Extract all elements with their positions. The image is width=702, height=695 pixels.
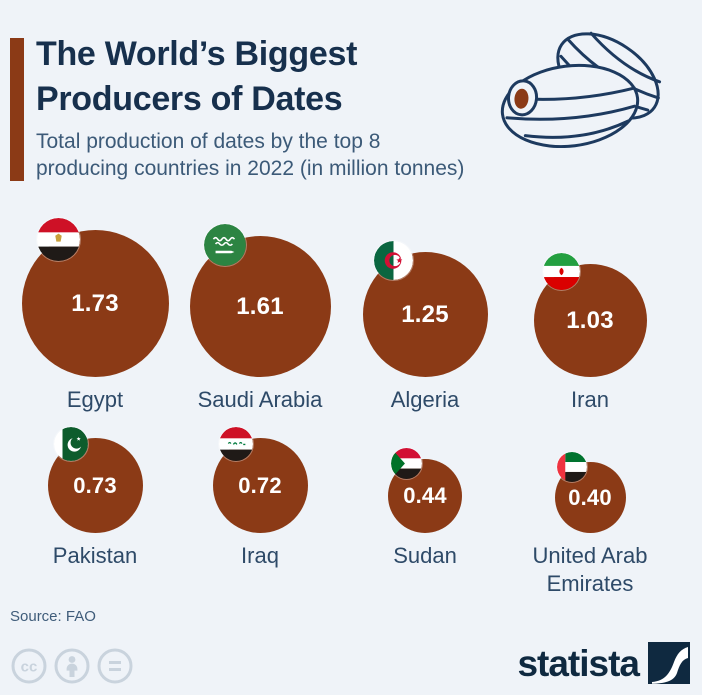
algeria-value: 1.25: [401, 300, 449, 328]
algeria-label: Algeria: [390, 387, 460, 412]
sudan-flag-icon: [391, 448, 422, 479]
iran-flag-icon: [543, 253, 580, 290]
cc-license-icons[interactable]: cc: [10, 646, 142, 686]
cc-icon: [11, 648, 47, 684]
iran-label: Iran: [571, 387, 609, 412]
united-arab-emirates-value: 0.40: [568, 484, 612, 510]
subtitle-line-2: producing countries in 2022 (in million …: [36, 156, 465, 180]
pakistan-label: Pakistan: [52, 543, 138, 568]
pakistan-flag-icon: [54, 427, 88, 461]
statista-logo[interactable]: statista: [517, 642, 690, 684]
saudi-arabia-flag-icon: [204, 224, 246, 266]
chart-subtitle: Total production of dates by the top 8 p…: [36, 129, 464, 183]
iraq-circle: 0.72: [212, 438, 308, 533]
source-note: Source: FAO: [10, 608, 96, 625]
egypt-label: Egypt: [66, 387, 124, 412]
saudi-arabia-label: Saudi Arabia: [197, 387, 323, 412]
iraq-value: 0.72: [238, 472, 282, 498]
sudan-value: 0.44: [403, 483, 447, 508]
page-title: The World’s Biggest Producers of Dates: [36, 32, 357, 122]
sudan-circle: 0.44: [388, 459, 462, 533]
svg-text:cc: cc: [21, 659, 38, 676]
egypt-value: 1.73: [71, 289, 119, 317]
sudan-label: Sudan: [393, 543, 457, 568]
iraq-flag-icon: [219, 427, 253, 461]
united-arab-emirates-label: United Arab Emirates: [532, 543, 648, 596]
subtitle-line-1: Total production of dates by the top 8: [36, 130, 381, 153]
algeria-flag-icon: [374, 241, 413, 280]
title-line-1: The World’s Biggest: [36, 35, 358, 73]
pakistan-value: 0.73: [73, 472, 117, 498]
united-arab-emirates-flag-icon: [557, 452, 587, 482]
egypt-circle: 1.73: [21, 230, 169, 377]
iran-value: 1.03: [566, 306, 614, 334]
dates-illustration: [500, 31, 662, 148]
title-line-2: Producers of Dates: [36, 79, 343, 118]
attribution-icon: [54, 648, 90, 684]
iraq-label: Iraq: [241, 543, 279, 568]
saudi-arabia-value: 1.61: [236, 292, 284, 320]
egypt-flag-icon: [37, 218, 80, 261]
statista-logo-icon: [648, 642, 690, 684]
statista-wordmark: statista: [517, 642, 640, 684]
accent-bar: [10, 38, 24, 181]
equals-icon: [97, 648, 133, 684]
